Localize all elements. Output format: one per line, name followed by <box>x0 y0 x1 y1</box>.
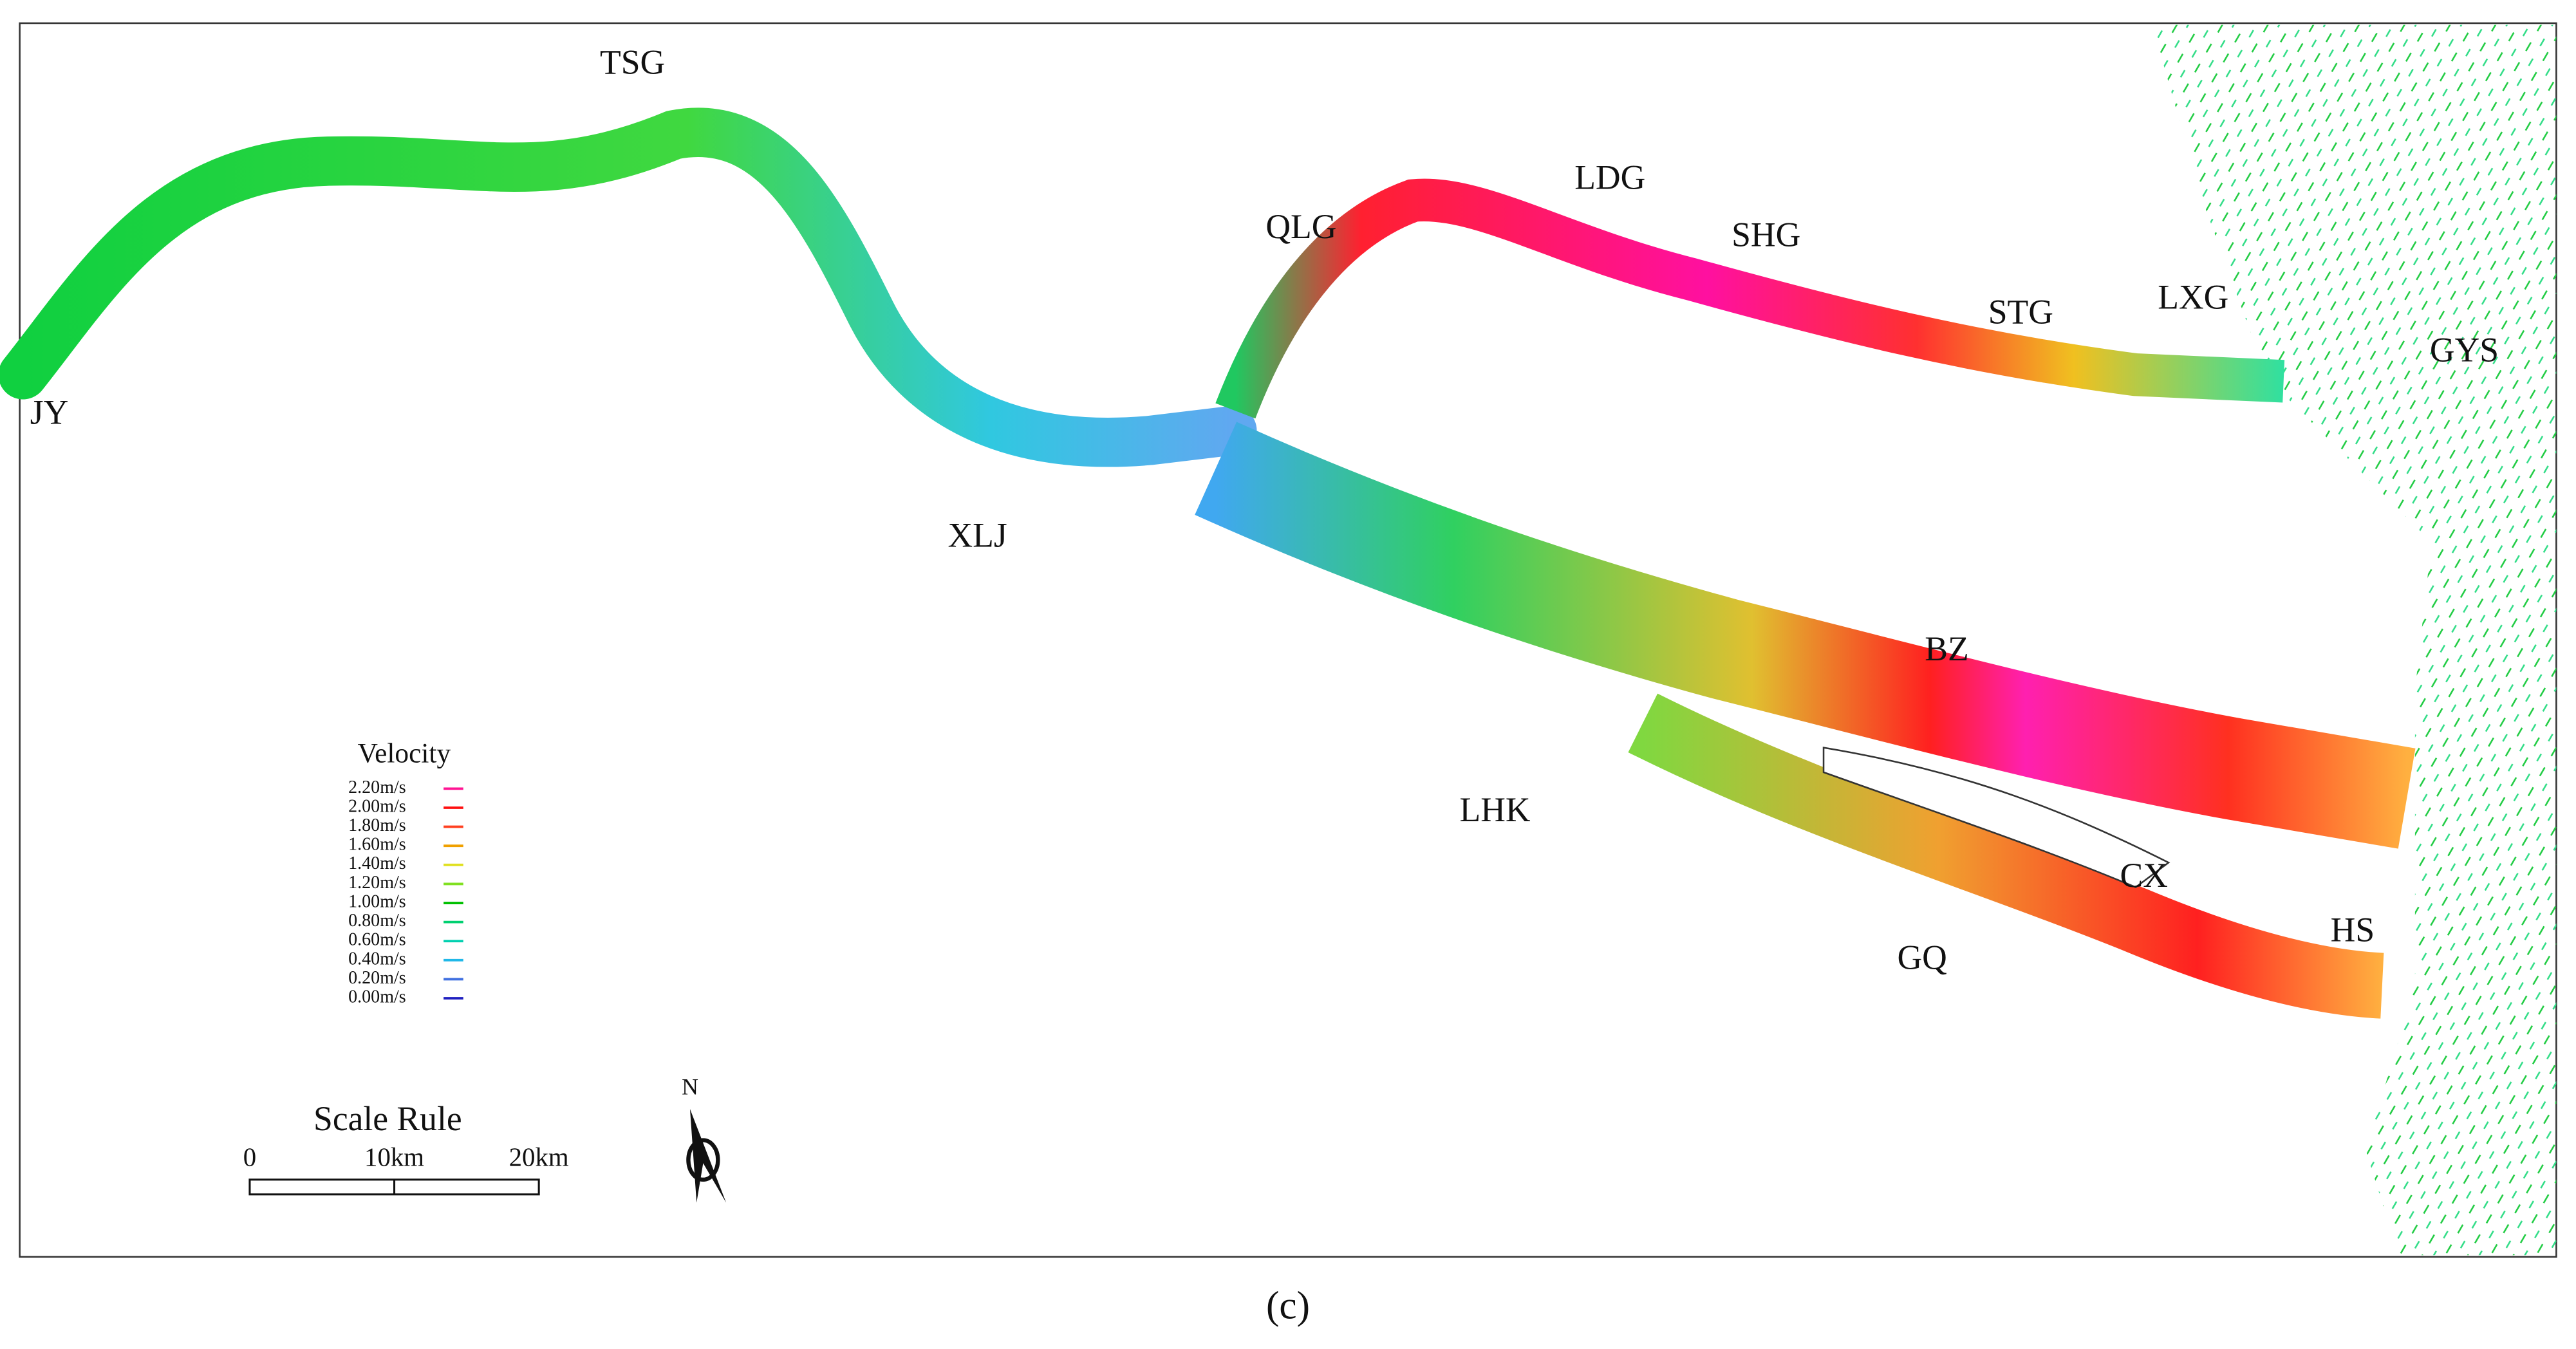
place-label: STG <box>1988 293 2053 331</box>
legend-label: 0.20m/s <box>348 968 406 988</box>
scale-tick-label: 20km <box>509 1143 569 1172</box>
legend-label: 2.00m/s <box>348 796 406 816</box>
legend-label: 1.80m/s <box>348 815 406 835</box>
scale-tick-label: 10km <box>364 1143 424 1172</box>
legend-label: 0.00m/s <box>348 987 406 1007</box>
place-label: SHG <box>1731 216 1800 254</box>
place-label: LXG <box>2158 278 2228 317</box>
legend: 2.20m/s2.00m/s1.80m/s1.60m/s1.40m/s1.20m… <box>348 777 463 1007</box>
sea <box>2152 24 2557 1256</box>
legend-title: Velocity <box>358 738 451 768</box>
river-upper <box>0 107 1257 467</box>
legend-label: 1.00m/s <box>348 891 406 911</box>
place-label: LHK <box>1460 790 1531 829</box>
legend-label: 0.40m/s <box>348 949 406 969</box>
legend-label: 0.60m/s <box>348 930 406 950</box>
place-label: GYS <box>2430 330 2499 369</box>
scale-tick-label: 0 <box>243 1143 256 1172</box>
place-labels: TSG QLG LDG SHG STG LXG GYS JY XLJ BZ LH… <box>30 43 2499 977</box>
legend-label: 1.40m/s <box>348 853 406 873</box>
north-arrow <box>686 1109 727 1203</box>
scale-title: Scale Rule <box>313 1099 462 1138</box>
place-label: HS <box>2331 910 2375 949</box>
north-label: N <box>682 1074 698 1100</box>
place-label: JY <box>30 393 69 431</box>
place-label: GQ <box>1897 938 1946 977</box>
island <box>1822 747 2170 888</box>
place-label: LDG <box>1574 158 1645 196</box>
legend-label: 2.20m/s <box>348 777 406 797</box>
place-label: QLG <box>1265 207 1336 246</box>
place-label: TSG <box>600 43 665 82</box>
place-label: CX <box>2120 856 2168 895</box>
legend-label: 1.60m/s <box>348 835 406 855</box>
river-north-branch <box>1215 178 2285 419</box>
caption: (c) <box>1266 1284 1310 1328</box>
place-label: XLJ <box>947 516 1007 555</box>
frame <box>19 22 2557 1258</box>
legend-label: 1.20m/s <box>348 873 406 893</box>
legend-label: 0.80m/s <box>348 911 406 931</box>
river-south-main <box>1195 422 2416 849</box>
place-label: BZ <box>1925 629 1968 668</box>
river-south-branch <box>1628 693 2384 1019</box>
